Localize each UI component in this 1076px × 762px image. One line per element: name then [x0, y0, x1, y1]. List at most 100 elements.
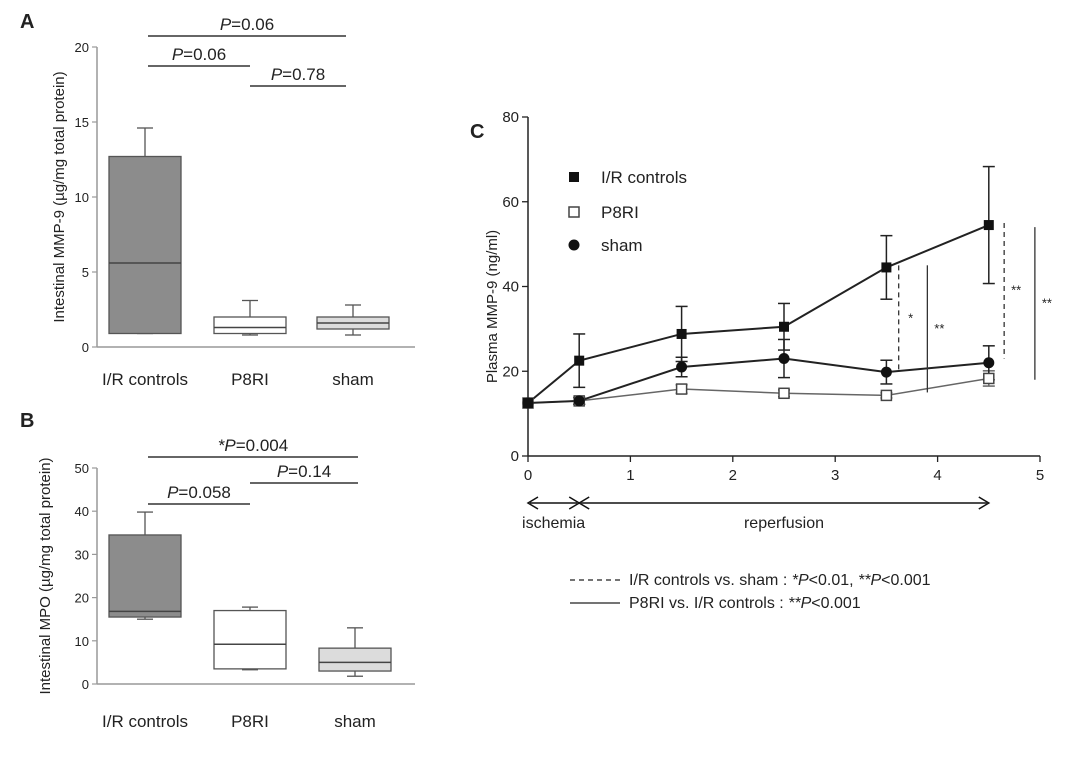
p-symbol: *P — [218, 436, 237, 455]
data-point — [573, 395, 585, 407]
p-value: =0.058 — [178, 483, 230, 502]
data-point — [880, 389, 893, 402]
p-value: =0.06 — [231, 15, 274, 34]
p-symbol: P — [277, 462, 289, 481]
arrowhead-right — [978, 496, 991, 510]
data-point — [778, 387, 790, 400]
category-label: P8RI — [231, 370, 269, 389]
y-tick-label: 0 — [82, 677, 89, 692]
panel-label: A — [20, 11, 34, 33]
data-point — [676, 361, 688, 373]
panel-label: C — [470, 121, 484, 143]
data-point — [983, 357, 995, 369]
arrowhead-left — [577, 496, 590, 510]
significance-mark: ** — [1011, 283, 1021, 298]
category-label: sham — [332, 370, 374, 389]
p-symbol: P — [167, 483, 179, 502]
y-tick-label: 20 — [75, 40, 89, 55]
p-symbol: P — [220, 15, 232, 34]
data-point — [574, 355, 585, 366]
series-line-1 — [527, 377, 989, 404]
y-axis-label: Intestinal MPO (µg/mg total protein) — [37, 457, 54, 694]
comparison-label: P=0.058 — [167, 483, 231, 502]
y-tick-label: 5 — [82, 265, 89, 280]
x-tick-label: 4 — [933, 467, 941, 484]
data-point — [779, 321, 789, 332]
y-tick-label: 50 — [75, 461, 89, 476]
series-line-0 — [527, 224, 990, 404]
phase-label: reperfusion — [744, 515, 824, 532]
box-1 — [213, 316, 287, 335]
x-tick-label: 1 — [626, 467, 634, 484]
footnote-p1: **P — [788, 595, 811, 612]
data-point — [676, 328, 687, 339]
significance-mark: ** — [934, 321, 944, 336]
y-tick-label: 20 — [502, 363, 519, 380]
y-tick-label: 40 — [75, 504, 89, 519]
data-point — [983, 220, 994, 231]
comparison-label: P=0.06 — [172, 45, 226, 64]
comparison-label: P=0.14 — [277, 462, 331, 481]
legend-marker — [569, 172, 579, 182]
y-axis-label: Intestinal MMP-9 (µg/mg total protein) — [51, 71, 68, 322]
x-tick-label: 0 — [524, 467, 532, 484]
significance-mark: ** — [1042, 295, 1052, 310]
footnote-lead: I/R controls vs. sham : — [629, 572, 792, 589]
p-symbol: P — [172, 45, 184, 64]
box-0 — [108, 155, 182, 335]
footnote-v1: <0.01, — [809, 572, 858, 589]
y-tick-label: 0 — [511, 448, 519, 465]
p-value: =0.14 — [288, 462, 331, 481]
category-label: I/R controls — [102, 712, 188, 731]
category-label: sham — [334, 712, 376, 731]
panel-b-boxplot: B 0 10 20 30 40 50 Intestinal MPO (µg/mg total … — [20, 410, 415, 731]
box-1 — [213, 609, 287, 670]
phase-label: ischemia — [522, 515, 585, 532]
y-tick-label: 60 — [502, 194, 519, 211]
data-point — [778, 353, 790, 365]
y-tick-label: 15 — [75, 115, 89, 130]
footnote-v2: <0.001 — [881, 572, 930, 589]
legend-label: P8RI — [601, 203, 639, 222]
panel-a-boxplot: A 0 5 10 15 20 Intestinal MMP-9 (µg/mg total p… — [20, 11, 415, 389]
footnote-text: I/R controls vs. sham : *P<0.01, **P<0.0… — [629, 572, 931, 589]
y-tick-label: 10 — [75, 190, 89, 205]
legend-marker — [568, 239, 580, 251]
data-point — [523, 398, 533, 409]
data-point — [881, 262, 892, 273]
footnote-v1: <0.001 — [811, 595, 860, 612]
box-2 — [318, 647, 392, 672]
y-axis-label: Plasma MMP-9 (ng/ml) — [484, 230, 501, 383]
panel-label: B — [20, 410, 34, 432]
x-tick-label: 3 — [831, 467, 839, 484]
footnote-text: P8RI vs. I/R controls : **P<0.001 — [629, 595, 861, 612]
y-tick-label: 40 — [502, 279, 519, 296]
legend-marker — [568, 206, 580, 218]
comparison-label: *P=0.004 — [218, 436, 288, 455]
p-value: =0.78 — [282, 65, 325, 84]
legend-label: I/R controls — [601, 168, 687, 187]
data-point — [983, 372, 995, 385]
category-label: P8RI — [231, 712, 269, 731]
y-tick-label: 20 — [75, 591, 89, 606]
y-tick-label: 30 — [75, 547, 89, 562]
p-value: =0.004 — [236, 436, 288, 455]
y-tick-label: 0 — [82, 340, 89, 355]
y-tick-label: 10 — [75, 634, 89, 649]
data-point — [880, 366, 892, 378]
x-tick-label: 5 — [1036, 467, 1044, 484]
category-label: I/R controls — [102, 370, 188, 389]
comparison-label: P=0.78 — [271, 65, 325, 84]
legend-label: sham — [601, 236, 643, 255]
arrowhead-left — [526, 496, 539, 510]
footnote-p2: **P — [858, 572, 881, 589]
data-point — [675, 383, 688, 395]
footnote-p1: *P — [792, 572, 809, 589]
comparison-label: P=0.06 — [220, 15, 274, 34]
y-tick-label: 80 — [502, 109, 519, 126]
significance-mark: * — [908, 310, 913, 325]
box-0 — [108, 534, 182, 618]
p-value: =0.06 — [183, 45, 226, 64]
